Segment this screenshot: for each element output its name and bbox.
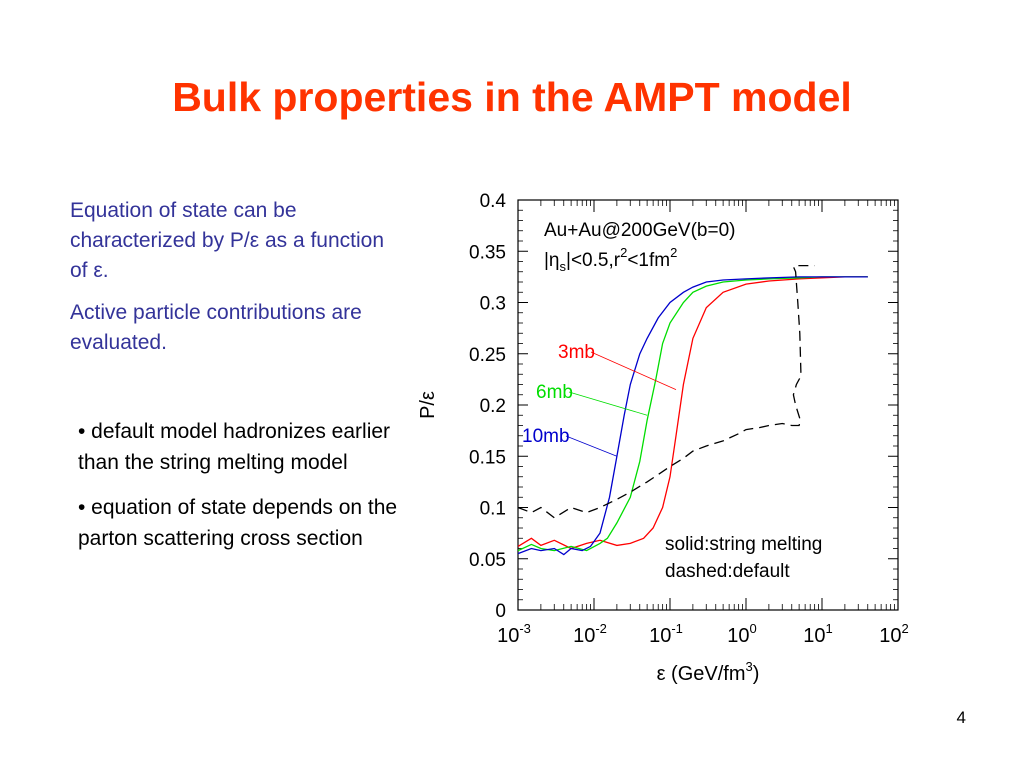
x-tick-label: 10-3: [497, 621, 531, 647]
y-tick-label: 0.25: [469, 345, 506, 366]
series-label-pointer: [590, 351, 677, 390]
intro-paragraph: Equation of state can be characterized b…: [70, 199, 385, 282]
legend-entry: solid:string melting: [665, 534, 822, 555]
series-label: 10mb: [522, 426, 570, 447]
legend-entry: dashed:default: [665, 561, 790, 582]
eos-chart: 0 0.05 0.1 0.15 0.2 0.25 0.3 0.35 0.4 10-3 10-2 10-…: [417, 191, 909, 685]
series-line-3mb: [517, 276, 868, 550]
series-line-6mb: [517, 276, 868, 552]
y-tick-label: 0: [495, 601, 506, 622]
bullet-item: • equation of state depends on the parto…: [78, 496, 398, 550]
series-label-pointer: [565, 435, 618, 457]
chart-annotation: |ηs|<0.5,r2<1fm2: [544, 245, 677, 274]
x-tick-label: 100: [727, 621, 756, 647]
x-tick-label: 10-1: [649, 621, 683, 647]
intro-text: Equation of state can be characterized b…: [70, 196, 390, 370]
y-tick-label: 0.4: [480, 191, 507, 212]
x-axis-label: ε (GeV/fm3): [657, 659, 760, 685]
y-tick-label: 0.15: [469, 447, 506, 468]
intro-paragraph: Active particle contributions are evalua…: [70, 301, 362, 354]
x-tick-label: 10-2: [573, 621, 607, 647]
bullet-list: • default model hadronizes earlier than …: [78, 416, 398, 568]
series-label-pointer: [568, 391, 648, 416]
series-label: 3mb: [558, 342, 595, 363]
series-line-default: [517, 264, 815, 519]
y-tick-label: 0.35: [469, 242, 506, 263]
series-label: 6mb: [536, 382, 573, 403]
page-number: 4: [956, 708, 966, 727]
slide-title: Bulk properties in the AMPT model: [172, 74, 852, 120]
series-line-10mb: [517, 276, 868, 556]
y-tick-label: 0.3: [480, 294, 506, 315]
chart-annotation: Au+Au@200GeV(b=0): [544, 220, 735, 241]
x-tick-label: 101: [803, 621, 832, 647]
bullet-item: • default model hadronizes earlier than …: [78, 420, 391, 474]
y-tick-label: 0.05: [469, 550, 506, 571]
y-axis-label: P/ε: [417, 391, 439, 419]
x-tick-label: 102: [879, 621, 908, 647]
y-tick-label: 0.2: [480, 396, 506, 417]
y-tick-label: 0.1: [480, 499, 506, 520]
